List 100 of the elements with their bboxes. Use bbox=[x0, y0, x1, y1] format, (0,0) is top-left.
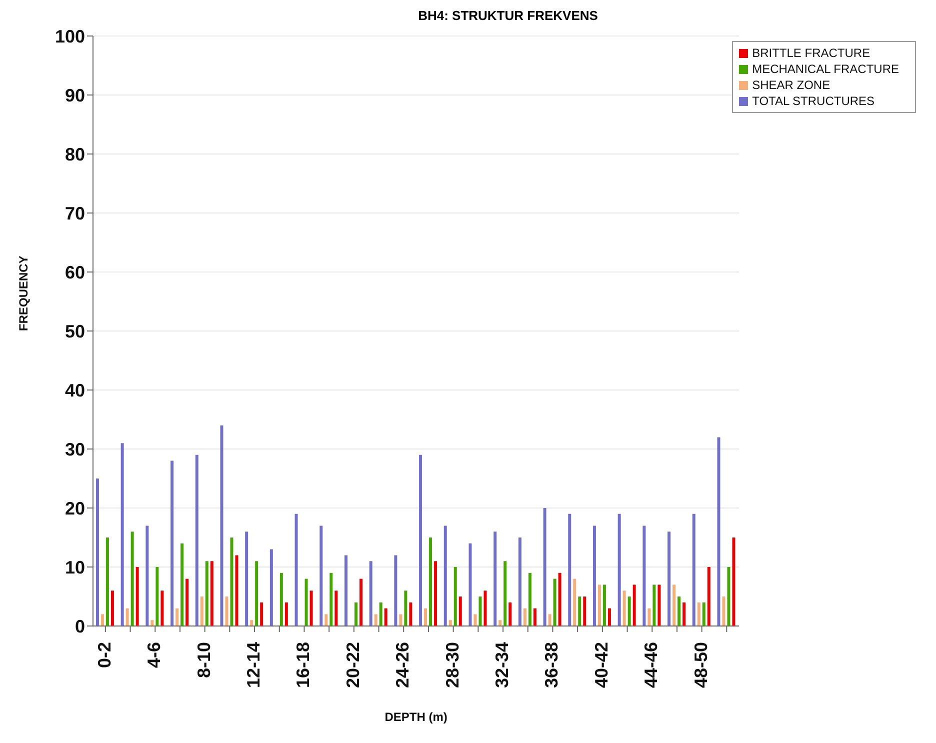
bar bbox=[100, 614, 104, 626]
x-tick-label: 8-10 bbox=[194, 642, 214, 678]
y-tick-label: 30 bbox=[64, 439, 85, 460]
y-tick-label: 50 bbox=[64, 321, 85, 342]
bar bbox=[359, 578, 362, 626]
bar bbox=[444, 526, 447, 626]
bar bbox=[722, 596, 726, 626]
bar bbox=[146, 526, 149, 626]
legend-label: SHEAR ZONE bbox=[752, 78, 830, 92]
x-tick-label: 36-38 bbox=[542, 642, 562, 688]
bar bbox=[494, 532, 497, 626]
bar bbox=[170, 460, 174, 626]
bar bbox=[672, 584, 676, 626]
bar bbox=[652, 584, 656, 626]
bar bbox=[434, 561, 438, 626]
bar bbox=[533, 608, 536, 626]
bar bbox=[150, 620, 154, 626]
bar bbox=[354, 602, 358, 626]
y-tick-label: 100 bbox=[54, 26, 85, 46]
bar bbox=[330, 572, 333, 626]
x-tick-label: 44-46 bbox=[641, 642, 662, 688]
x-tick-label: 28-30 bbox=[442, 642, 462, 688]
bar bbox=[156, 567, 159, 626]
bar bbox=[379, 602, 382, 626]
bar bbox=[419, 454, 422, 626]
bar bbox=[255, 561, 258, 626]
bar bbox=[678, 596, 681, 626]
bar bbox=[727, 567, 730, 626]
bar bbox=[474, 614, 477, 626]
bar bbox=[344, 555, 348, 626]
bar bbox=[260, 602, 264, 626]
bar bbox=[220, 425, 224, 626]
bar bbox=[384, 608, 388, 626]
bar bbox=[374, 614, 378, 626]
bar bbox=[618, 514, 621, 626]
x-tick-label: 16-18 bbox=[293, 642, 314, 688]
bar bbox=[702, 602, 706, 626]
bar bbox=[205, 561, 208, 626]
bar bbox=[528, 572, 532, 626]
bar bbox=[553, 578, 556, 626]
bar bbox=[126, 608, 129, 626]
bar bbox=[250, 620, 254, 626]
bar bbox=[160, 590, 164, 626]
bar bbox=[707, 567, 710, 626]
legend-label: TOTAL STRUCTURES bbox=[752, 94, 875, 108]
x-tick-label: 32-34 bbox=[492, 642, 512, 688]
x-tick-label: 12-14 bbox=[244, 642, 264, 688]
legend-label: BRITTLE FRACTURE bbox=[752, 46, 870, 60]
bar bbox=[130, 532, 134, 626]
bar bbox=[210, 561, 214, 626]
bar bbox=[334, 590, 338, 626]
bar bbox=[523, 608, 526, 626]
y-tick-label: 20 bbox=[64, 498, 85, 518]
bar bbox=[225, 596, 228, 626]
y-axis-title: FREQUENCY bbox=[16, 256, 30, 331]
x-axis-title: DEPTH (m) bbox=[384, 710, 448, 724]
bar bbox=[632, 584, 636, 626]
bar bbox=[284, 602, 288, 626]
bar bbox=[558, 572, 562, 626]
bar bbox=[732, 538, 736, 626]
bar bbox=[454, 567, 457, 626]
bar bbox=[110, 590, 114, 626]
y-tick-label: 70 bbox=[64, 203, 85, 224]
y-tick-label: 80 bbox=[64, 144, 85, 164]
bar bbox=[280, 572, 283, 626]
bar bbox=[195, 454, 198, 626]
bar bbox=[180, 543, 184, 626]
x-tick-label: 24-26 bbox=[392, 642, 413, 688]
x-tick-label: 40-42 bbox=[591, 642, 612, 688]
bar bbox=[692, 514, 696, 626]
x-tick-label: 0-2 bbox=[94, 642, 114, 668]
y-tick-label: 0 bbox=[74, 616, 85, 636]
bar bbox=[320, 526, 323, 626]
y-tick-label: 90 bbox=[64, 85, 85, 106]
bar bbox=[642, 526, 646, 626]
bar bbox=[668, 532, 671, 626]
bar bbox=[304, 578, 308, 626]
legend-label: MECHANICAL FRACTURE bbox=[752, 62, 899, 76]
bar bbox=[394, 555, 398, 626]
bar bbox=[399, 614, 402, 626]
bar bbox=[245, 532, 248, 626]
bar bbox=[518, 538, 522, 626]
bar bbox=[504, 561, 507, 626]
bar bbox=[424, 608, 428, 626]
bar bbox=[200, 596, 204, 626]
bar bbox=[583, 596, 586, 626]
y-tick-label: 60 bbox=[64, 262, 85, 282]
bar bbox=[448, 620, 452, 626]
bar bbox=[136, 567, 139, 626]
bar bbox=[602, 584, 606, 626]
bar bbox=[310, 590, 313, 626]
bar bbox=[458, 596, 462, 626]
bar bbox=[468, 543, 472, 626]
bar bbox=[484, 590, 487, 626]
x-tick-label: 20-22 bbox=[342, 642, 363, 688]
bar bbox=[478, 596, 482, 626]
bar bbox=[697, 602, 700, 626]
bar bbox=[498, 620, 502, 626]
bar bbox=[543, 508, 546, 626]
bar bbox=[568, 514, 572, 626]
